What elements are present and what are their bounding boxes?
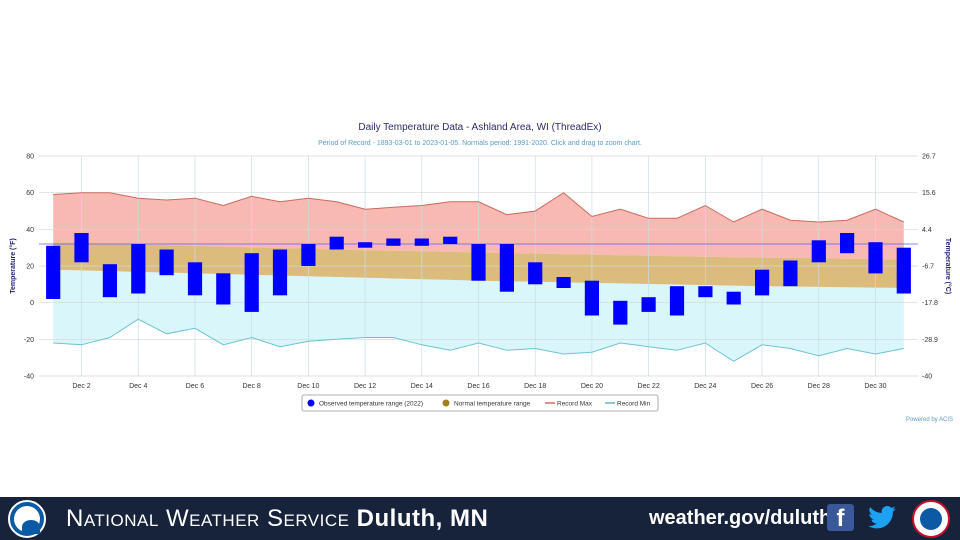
legend-label: Record Min (617, 401, 651, 408)
observed-bar (755, 269, 770, 296)
legend-label: Record Max (557, 401, 593, 408)
observed-bar (74, 233, 89, 263)
y-tick-label-left: 60 (26, 190, 34, 197)
y-tick-label-right: 15.6 (922, 190, 936, 197)
x-tick-label: Dec 10 (297, 383, 319, 390)
legend-box (301, 394, 659, 412)
observed-bar (840, 233, 855, 254)
y-tick-label-right: -17.8 (922, 300, 938, 307)
observed-bar (358, 242, 373, 248)
observed-bar (896, 247, 911, 294)
x-tick-label: Dec 4 (129, 383, 147, 390)
legend-swatch (307, 399, 315, 407)
y-tick-label-right: 4.4 (922, 227, 932, 234)
y-tick-label-left: 0 (30, 300, 34, 307)
x-tick-label: Dec 12 (354, 383, 376, 390)
legend-swatch (442, 399, 450, 407)
y-tick-label-left: 80 (26, 154, 34, 161)
observed-bar (669, 286, 685, 316)
y-tick-label-right: 26.7 (922, 154, 936, 161)
x-tick-label: Dec 8 (243, 383, 261, 390)
observed-bar (187, 262, 203, 296)
observed-bar (244, 253, 259, 312)
observed-bar (471, 244, 486, 281)
chart-legend[interactable]: Observed temperature range (2022) Normal … (301, 394, 659, 412)
observed-bar (102, 264, 117, 298)
y-tick-label-left: 40 (26, 227, 34, 234)
footer-title-office: Duluth, MN (356, 505, 489, 532)
y-tick-label-left: 20 (26, 264, 34, 271)
nws-logo-icon[interactable] (912, 500, 950, 538)
observed-bar (159, 249, 174, 276)
observed-bar (414, 238, 429, 246)
chart-title: Daily Temperature Data - Ashland Area, W… (358, 122, 601, 133)
legend-label: Observed temperature range (2022) (319, 401, 423, 408)
x-tick-label: Dec 18 (524, 383, 546, 390)
observed-bar (698, 286, 713, 298)
observed-bar (386, 238, 401, 246)
chart-subtitle: Period of Record - 1893-03-01 to 2023-01… (318, 140, 642, 147)
x-tick-label: Dec 30 (864, 383, 886, 390)
observed-bar (584, 280, 599, 316)
observed-bar (641, 297, 656, 312)
record-min-line (53, 318, 904, 362)
y-axis-title-right: Temperature (°C) (944, 238, 952, 294)
facebook-icon[interactable]: f (827, 504, 854, 532)
x-tick-label: Dec 24 (694, 383, 716, 390)
y-tick-label-left: -40 (24, 374, 34, 381)
observed-bar (613, 300, 628, 325)
observed-bar (499, 244, 514, 292)
observed-bar (46, 245, 61, 299)
twitter-icon[interactable] (866, 503, 898, 533)
x-tick-label: Dec 14 (411, 383, 433, 390)
record-max-line (53, 192, 905, 223)
observed-bar (329, 236, 344, 250)
observed-bar (811, 240, 826, 263)
observed-bar (726, 291, 741, 305)
footer-url[interactable]: weather.gov/duluth (649, 507, 832, 529)
observed-bar (216, 273, 231, 305)
observed-bar (528, 262, 543, 285)
legend-label: Normal temperature range (454, 401, 531, 408)
observed-bar (301, 244, 316, 266)
acis-credit[interactable]: Powered by ACIS (906, 417, 953, 423)
y-axis-title-left: Temperature (°F) (9, 238, 17, 294)
y-tick-label-right: -6.7 (922, 264, 934, 271)
x-tick-label: Dec 20 (581, 383, 603, 390)
x-tick-label: Dec 28 (808, 383, 830, 390)
observed-bar (443, 236, 458, 244)
observed-bar (556, 277, 571, 288)
temperature-chart[interactable]: Daily Temperature Data - Ashland Area, W… (0, 0, 960, 497)
x-tick-label: Dec 26 (751, 383, 773, 390)
observed-bar (868, 242, 883, 274)
x-tick-label: Dec 16 (467, 383, 489, 390)
observed-bar (783, 260, 798, 287)
x-tick-label: Dec 2 (72, 383, 90, 390)
y-tick-label-right: -28.9 (922, 337, 938, 344)
x-tick-label: Dec 6 (186, 383, 204, 390)
footer-title: National Weather Service Duluth, MN (66, 505, 488, 533)
footer-title-org: National Weather Service (66, 505, 350, 532)
y-tick-label-left: -20 (24, 337, 34, 344)
y-tick-label-right: -40 (922, 374, 932, 381)
noaa-logo-icon[interactable] (8, 500, 46, 538)
footer-banner: National Weather Service Duluth, MN weat… (0, 497, 960, 540)
observed-bar (131, 244, 146, 294)
observed-bar (272, 249, 288, 296)
x-tick-label: Dec 22 (638, 383, 660, 390)
